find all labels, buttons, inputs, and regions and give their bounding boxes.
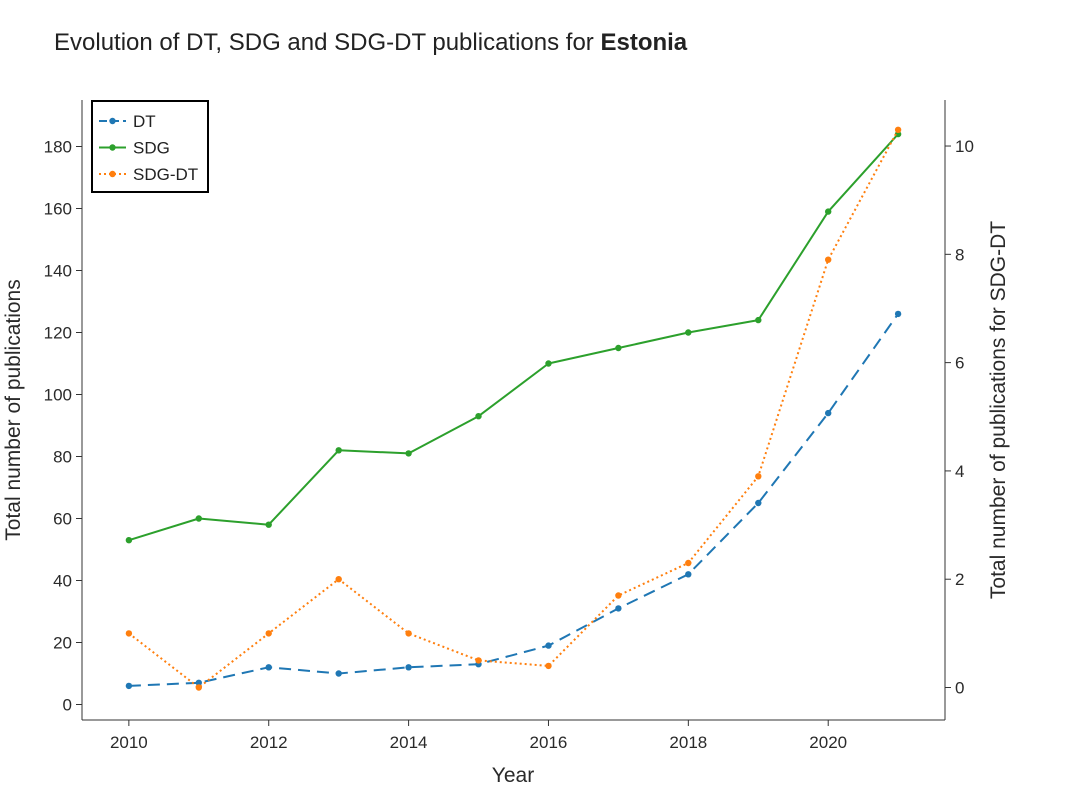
y-right-tick-label: 6 (955, 354, 964, 373)
legend-marker-sdg-dt (109, 170, 116, 178)
data-point-dt (265, 664, 272, 671)
y-left-tick-label: 40 (53, 572, 72, 591)
y-left-tick-label: 180 (44, 138, 72, 157)
legend: DT SDG SDG-DT (91, 100, 209, 193)
y-left-tick-label: 60 (53, 510, 72, 529)
data-point-dt (894, 310, 902, 318)
data-point-dt (125, 682, 133, 690)
y-axis-title-left: Total number of publications (2, 279, 25, 541)
data-point-sdg-dt (475, 657, 482, 664)
series-sdg (125, 130, 902, 544)
data-point-sdg (335, 447, 342, 454)
series-line-sdg-dt (128, 129, 899, 689)
legend-item-sdg-dt: SDG-DT (99, 165, 198, 184)
x-axis-title: Year (492, 764, 534, 787)
data-point-sdg (125, 537, 133, 544)
data-point-sdg (615, 344, 622, 352)
data-point-dt (405, 664, 412, 671)
data-point-sdg-dt (685, 559, 692, 567)
y-ticks-right: 0 2 4 6 8 10 (945, 137, 974, 698)
y-right-tick-label: 2 (955, 570, 964, 589)
legend-marker-dt (109, 117, 116, 125)
y-right-tick-label: 8 (955, 245, 964, 264)
data-point-sdg (755, 316, 762, 324)
data-point-sdg-dt (265, 630, 272, 637)
data-point-dt (195, 679, 202, 686)
y-left-tick-label: 80 (53, 448, 72, 467)
data-point-dt (825, 409, 832, 417)
y-right-tick-label: 10 (955, 137, 974, 156)
data-point-sdg-dt (545, 662, 552, 670)
x-tick-label: 2020 (809, 733, 847, 752)
y-left-tick-label: 100 (44, 386, 72, 405)
axes (81, 100, 946, 721)
y-right-tick-label: 0 (955, 679, 964, 698)
y-left-tick-label: 140 (44, 262, 72, 281)
legend-item-dt: DT (99, 112, 156, 131)
series-sdg-dt (125, 126, 902, 691)
series-line-sdg (128, 133, 899, 542)
y-axis-title-right: Total number of publications for SDG-DT (987, 221, 1010, 599)
y-right-tick-label: 4 (955, 462, 964, 481)
data-point-sdg (685, 329, 692, 336)
data-point-sdg-dt (335, 576, 342, 583)
y-left-tick-label: 160 (44, 200, 72, 219)
series-dt (125, 310, 902, 690)
data-point-sdg (475, 413, 482, 420)
data-point-sdg-dt (405, 630, 412, 637)
legend-label-dt: DT (133, 112, 156, 131)
x-tick-label: 2014 (390, 733, 428, 752)
data-point-dt (335, 670, 342, 677)
legend-item-sdg: SDG (99, 139, 170, 158)
data-point-sdg-dt (195, 684, 202, 691)
y-left-tick-label: 20 (53, 634, 72, 653)
data-point-dt (685, 571, 692, 578)
chart-title: Evolution of DT, SDG and SDG-DT publicat… (54, 29, 688, 56)
data-point-dt (755, 499, 762, 507)
data-point-sdg (545, 360, 552, 367)
data-point-dt (545, 642, 552, 649)
data-point-dt (615, 605, 622, 612)
data-point-sdg-dt (825, 256, 832, 263)
series-line-dt (128, 313, 899, 687)
data-point-sdg-dt (755, 473, 762, 480)
data-point-sdg (265, 521, 272, 528)
legend-marker-sdg (109, 144, 116, 151)
data-point-sdg-dt (615, 592, 622, 599)
x-ticks: 2010 2012 2014 2016 2018 2020 (110, 720, 847, 752)
chart-title-prefix: Evolution of DT, SDG and SDG-DT publicat… (54, 29, 600, 56)
series (125, 126, 902, 691)
data-point-sdg-dt (894, 126, 902, 133)
legend-label-sdg: SDG (133, 139, 170, 158)
x-tick-label: 2010 (110, 733, 148, 752)
y-left-tick-label: 0 (63, 696, 72, 715)
x-tick-label: 2016 (530, 733, 568, 752)
y-ticks-left: 0 20 40 60 80 100 120 140 160 180 (44, 138, 82, 715)
legend-label-sdg-dt: SDG-DT (133, 165, 198, 184)
x-tick-label: 2012 (250, 733, 288, 752)
data-point-sdg (825, 208, 832, 215)
data-point-sdg-dt (125, 630, 133, 637)
x-tick-label: 2018 (669, 733, 707, 752)
chart-title-country: Estonia (600, 29, 687, 56)
y-left-tick-label: 120 (44, 324, 72, 343)
data-point-sdg (195, 515, 202, 522)
data-point-sdg (405, 450, 412, 457)
